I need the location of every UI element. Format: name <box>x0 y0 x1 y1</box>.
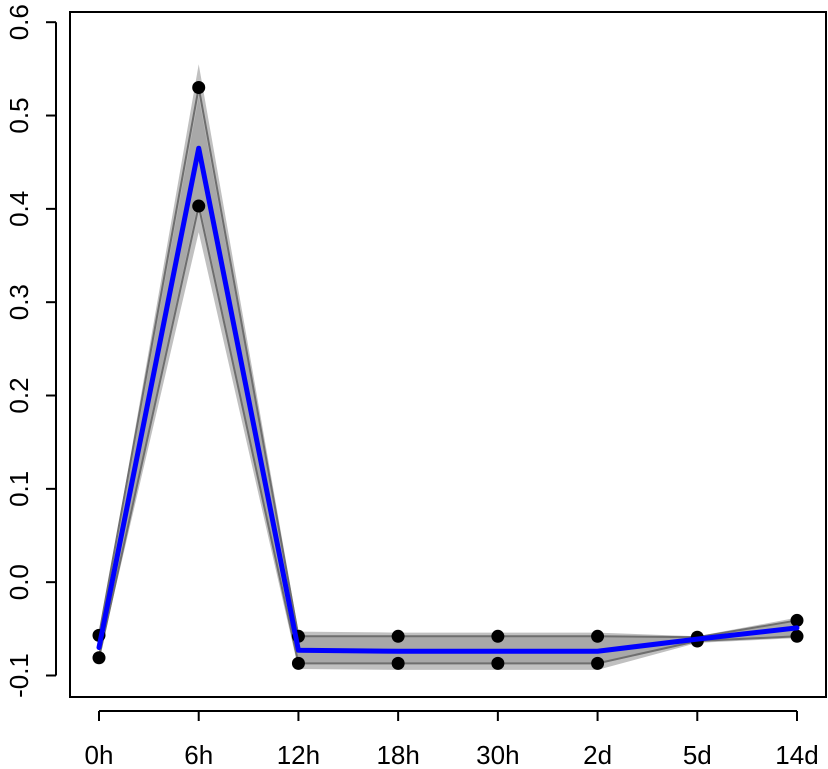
y-tick-label: 0.6 <box>4 4 34 40</box>
y-tick-label: 0.0 <box>4 564 34 600</box>
data-point-2-6h <box>192 199 206 213</box>
y-axis: -0.1 0.0 0.1 0.2 0.3 0.4 0.5 0.6 <box>4 4 57 698</box>
mean-line <box>96 145 800 654</box>
y-tick-label: 0.2 <box>4 377 34 413</box>
x-tick-label: 18h <box>376 740 419 769</box>
data-point-2-30h <box>491 656 505 670</box>
data-point-1-2d <box>591 629 605 643</box>
y-tick-label: 0.3 <box>4 284 34 320</box>
x-tick-label: 2d <box>583 740 612 769</box>
x-tick-label: 0h <box>85 740 114 769</box>
member-lines-group <box>98 87 798 665</box>
x-tick-label: 12h <box>277 740 320 769</box>
x-tick-label: 6h <box>184 740 213 769</box>
member-line-2 <box>98 205 798 665</box>
x-axis: 0h 6h 12h 18h 30h 2d 5d 14d <box>85 710 819 769</box>
plot-frame <box>69 11 827 698</box>
y-tick-label: -0.1 <box>4 653 34 698</box>
x-tick-label: 5d <box>683 740 712 769</box>
data-point-2-12h <box>291 656 305 670</box>
x-tick-label: 14d <box>775 740 818 769</box>
data-point-2-18h <box>391 656 405 670</box>
data-point-1-6h <box>192 81 206 95</box>
mean-line-group <box>96 145 800 654</box>
data-point-2-0h <box>92 651 106 665</box>
data-point-2-2d <box>591 656 605 670</box>
x-tick-label: 30h <box>476 740 519 769</box>
y-tick-label: 0.5 <box>4 97 34 133</box>
y-tick-label: 0.1 <box>4 471 34 507</box>
y-tick-label: 0.4 <box>4 191 34 227</box>
data-point-2-14d <box>790 629 804 643</box>
data-point-1-14d <box>790 613 804 627</box>
data-point-1-18h <box>391 629 405 643</box>
member-line-1 <box>98 87 798 639</box>
data-point-1-30h <box>491 629 505 643</box>
